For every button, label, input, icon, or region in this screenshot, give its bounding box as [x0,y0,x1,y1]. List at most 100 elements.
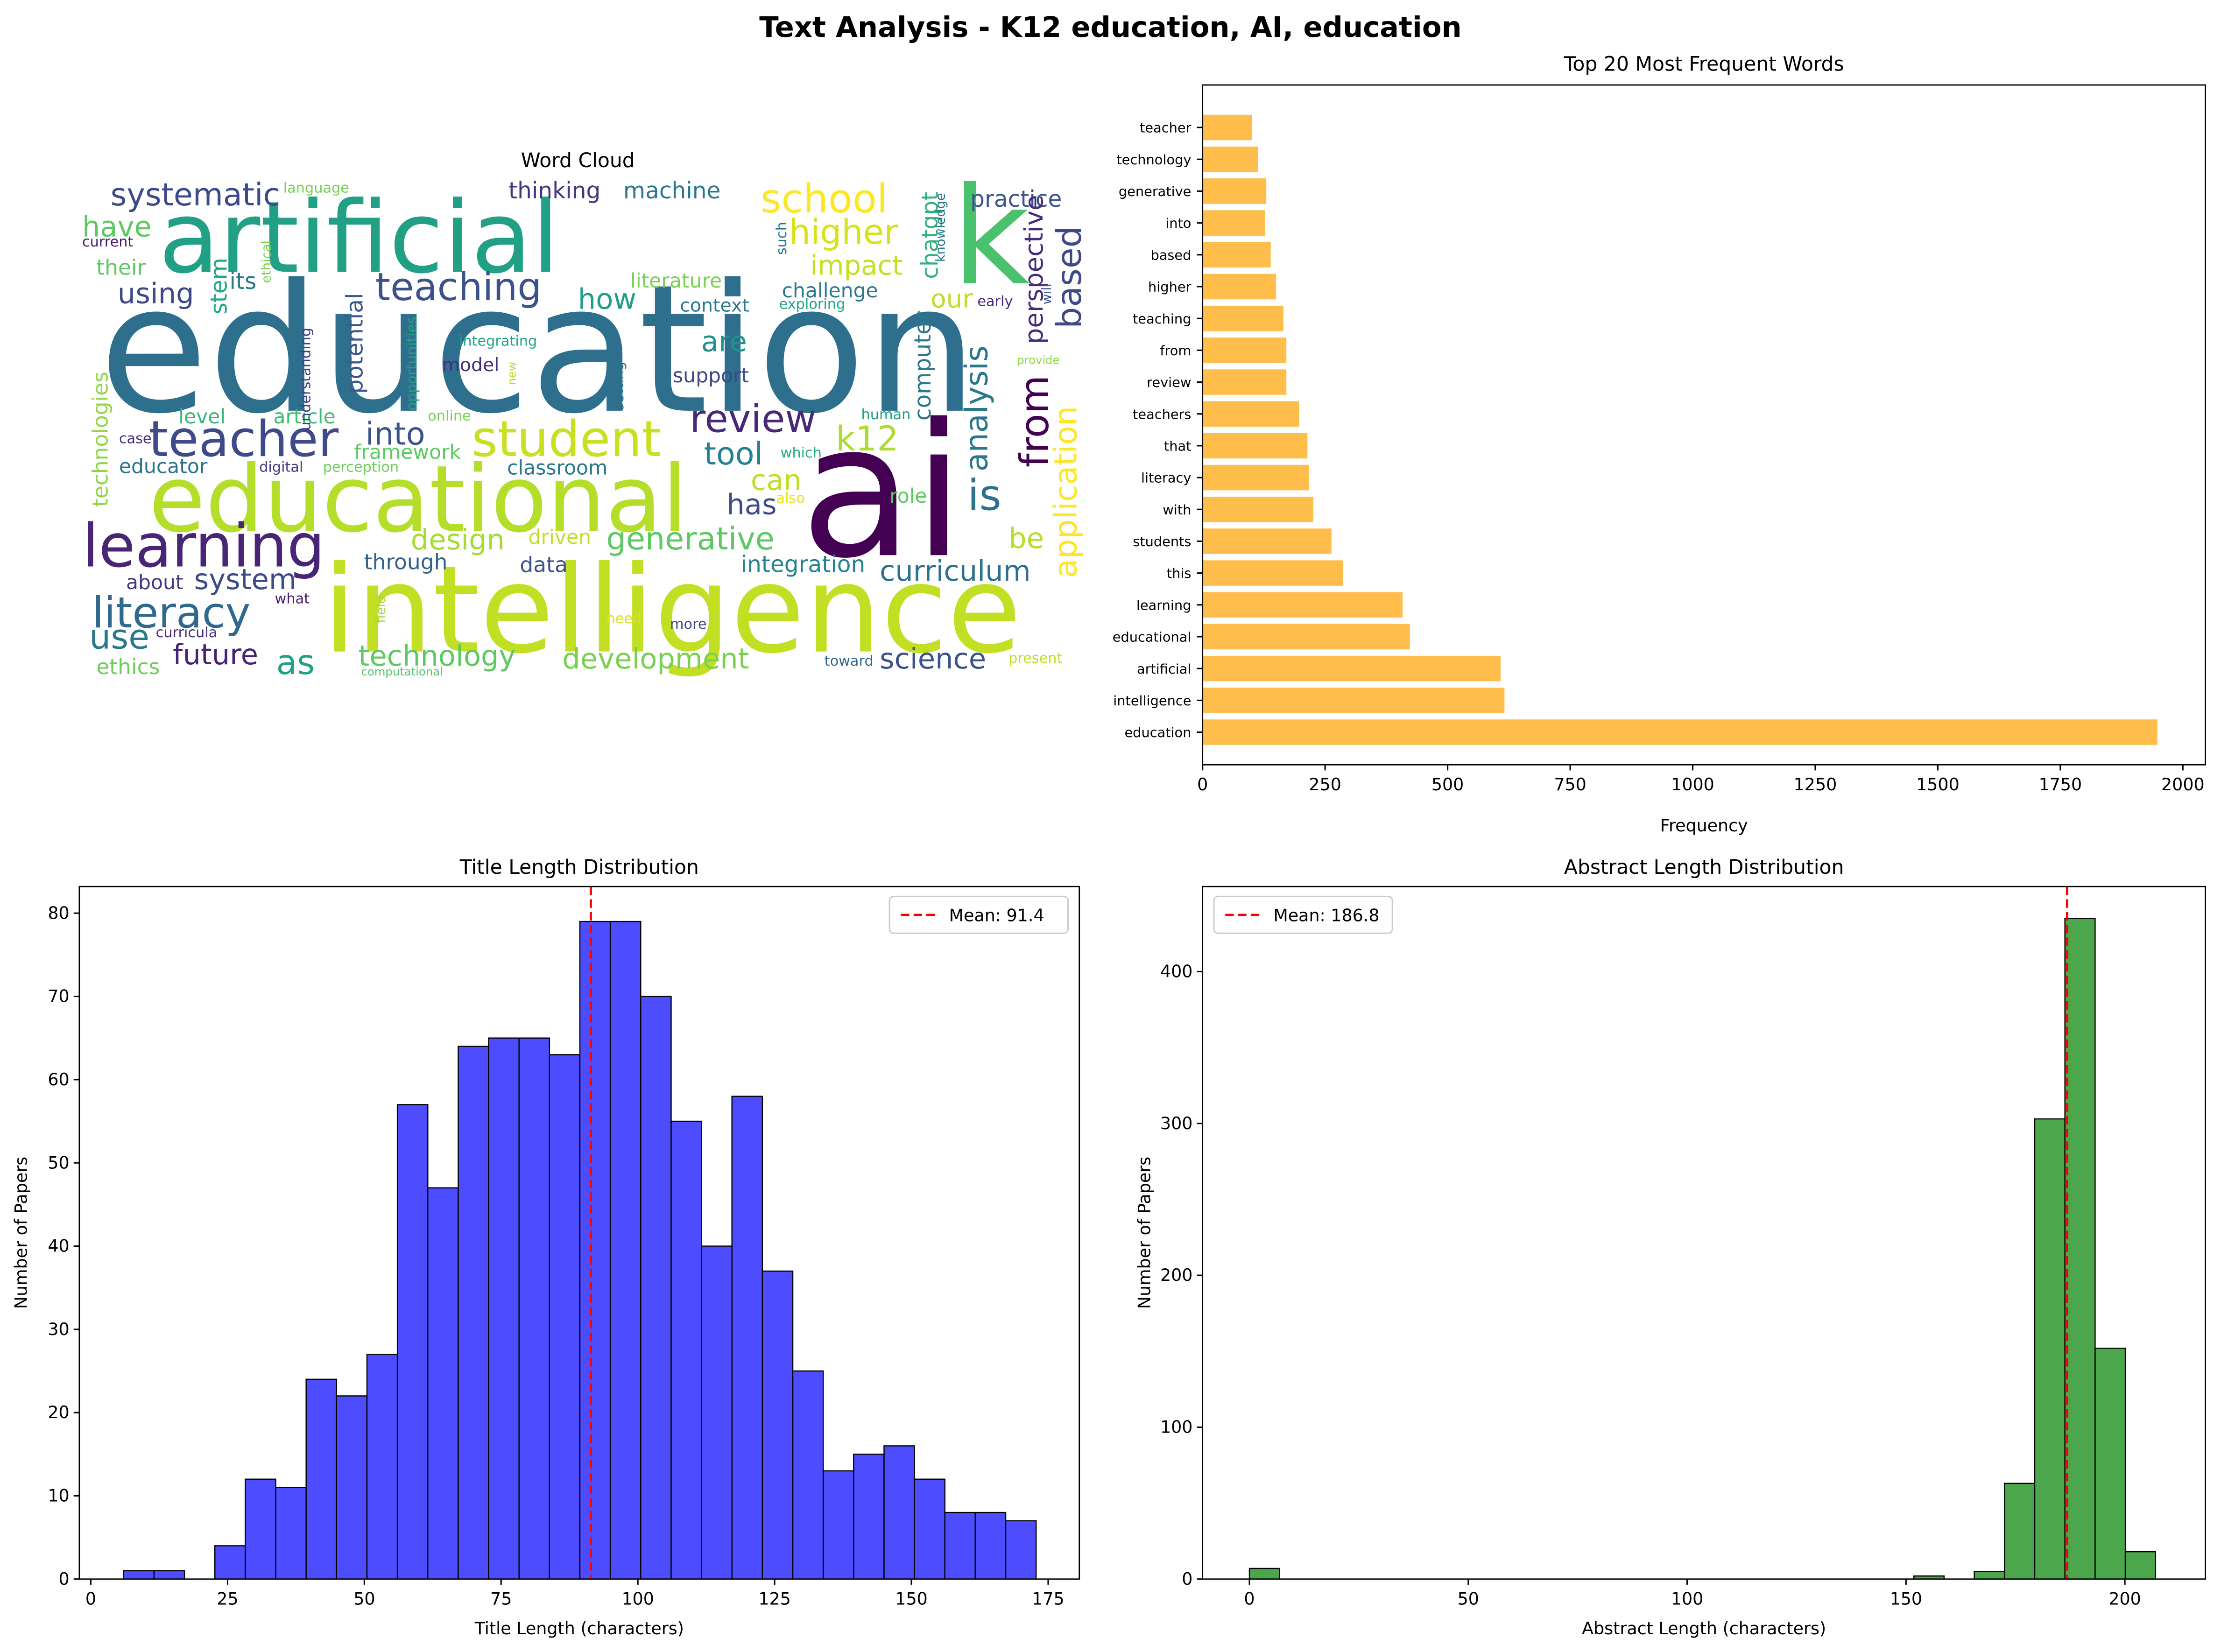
histogram-bar [427,1187,459,1580]
word: field [374,596,388,623]
word: design [411,524,505,556]
word: using [118,277,194,310]
word: provide [1017,353,1059,367]
y-tick-label: learning [1136,597,1192,613]
y-tick-label: intelligence [1113,693,1191,709]
word: digital [259,459,303,475]
word: development [562,643,749,675]
word: setting [611,362,627,411]
word: which [781,445,822,461]
legend-label: Mean: 91.4 [949,906,1044,926]
word: ai [800,385,964,599]
word: curricula [156,625,218,641]
word: technologies [88,372,113,507]
x-tick-label: 75 [490,1589,512,1609]
bar [1202,624,1410,650]
word: understanding [297,328,314,430]
word: support [673,365,749,387]
histogram-bar [214,1545,246,1580]
y-tick-label: from [1160,343,1191,359]
histogram-bar [336,1395,368,1580]
bar [1202,719,2158,745]
histogram-bar [396,1104,429,1580]
word: challenge [782,280,878,302]
bar [1202,592,1403,618]
x-tick-label: 2000 [2161,774,2205,794]
histogram-bar [609,921,642,1580]
word: level [178,406,226,429]
word: its [229,268,256,295]
histogram-bar [2094,1348,2126,1580]
x-axis-label: Frequency [1660,815,1748,836]
word: analysis [959,345,995,471]
histogram-bar [2004,1483,2036,1580]
y-tick-label: 80 [48,903,69,923]
x-tick-label: 1750 [2039,774,2082,794]
bar [1202,496,1313,522]
word: computational [361,665,443,678]
word: also [776,490,805,506]
histogram-bar [883,1445,915,1580]
y-tick-label: literacy [1141,470,1191,486]
x-tick-label: 100 [1671,1589,1703,1609]
word: literature [630,270,722,293]
histogram-bar [366,1354,398,1580]
x-axis-label: Title Length (characters) [474,1618,684,1638]
word: opportunities [404,316,420,411]
word: k [952,158,1030,315]
bar [1202,655,1501,682]
word: our [931,283,973,313]
y-tick-label: with [1163,502,1191,518]
word: generative [606,520,774,557]
histogram-bar [1005,1520,1037,1580]
histogram-bar [731,1096,763,1580]
bar [1202,560,1343,586]
word: ethics [96,654,160,679]
word: case [119,431,152,447]
y-axis-label: Number of Papers [1134,1157,1154,1309]
word: tool [704,436,763,472]
y-tick-label: technology [1116,152,1191,168]
word: exploring [779,296,846,312]
word: technology [359,640,516,673]
y-tick-label: education [1124,724,1191,740]
x-tick-label: 175 [1032,1589,1064,1609]
subplot-title: Top 20 Most Frequent Words [1564,53,1844,76]
y-tick-label: teaching [1133,311,1191,327]
word: school [761,176,888,222]
axes-frame [1202,886,2206,1580]
y-tick-label: 10 [48,1486,69,1506]
y-tick-label: 400 [1160,962,1192,982]
x-tick-label: 50 [1458,1589,1479,1609]
histogram-bar [153,1570,185,1580]
bar [1202,146,1258,172]
histogram-bar [1974,1571,2005,1580]
word: are [701,325,747,358]
word: driven [529,526,591,549]
histogram-bar [305,1378,338,1580]
y-tick-label: educational [1113,629,1192,645]
word: article [274,406,336,429]
word: will [1040,283,1054,304]
x-tick-label: 125 [758,1589,790,1609]
word: model [442,354,500,376]
y-axis-label: Number of Papers [11,1157,31,1309]
bar [1202,369,1287,395]
word: be [1008,522,1044,555]
subplot-title: Abstract Length Distribution [1564,856,1844,879]
y-tick-label: 30 [48,1319,69,1339]
word: early [977,293,1013,309]
word: science [880,643,986,675]
word: perspective [1019,195,1049,344]
bar [1202,114,1252,141]
histogram-bar [761,1270,794,1580]
y-tick-label: 70 [48,986,69,1006]
word: language [283,180,349,197]
histogram-bar [944,1511,976,1580]
histogram-bar [853,1454,885,1580]
figure-title: Text Analysis - K12 education, AI, educa… [759,11,1461,44]
word: higher [789,212,898,252]
bar [1202,464,1309,491]
histogram-bar [670,1120,702,1580]
word: curriculum [880,555,1031,588]
